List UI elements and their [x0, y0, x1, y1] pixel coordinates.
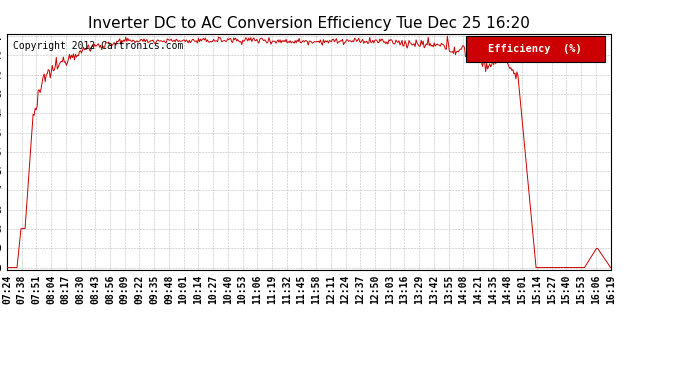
Text: Efficiency  (%): Efficiency (%)	[489, 44, 582, 54]
Text: Copyright 2012 Cartronics.com: Copyright 2012 Cartronics.com	[13, 41, 184, 51]
FancyBboxPatch shape	[466, 36, 604, 62]
Title: Inverter DC to AC Conversion Efficiency Tue Dec 25 16:20: Inverter DC to AC Conversion Efficiency …	[88, 16, 530, 31]
